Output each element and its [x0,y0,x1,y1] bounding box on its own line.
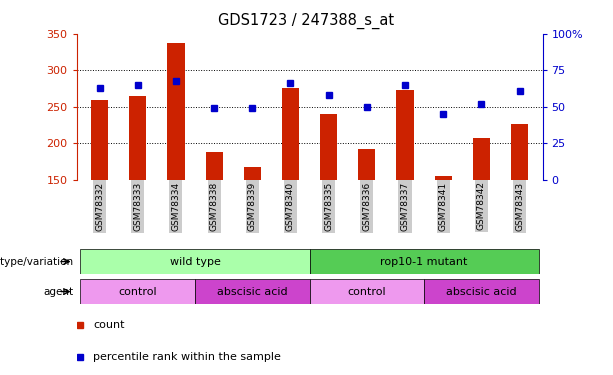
Bar [320,114,337,180]
Text: abscisic acid: abscisic acid [446,286,517,297]
Bar [310,249,539,274]
Bar [282,88,299,180]
Text: genotype/variation: genotype/variation [0,256,74,267]
Text: count: count [93,320,125,330]
Text: abscisic acid: abscisic acid [217,286,287,297]
Bar [205,152,223,180]
Bar [195,279,310,304]
Bar [424,279,539,304]
Text: rop10-1 mutant: rop10-1 mutant [381,256,468,267]
Bar [511,124,528,180]
Bar [91,100,108,180]
Text: wild type: wild type [170,256,221,267]
Bar [397,90,414,180]
Bar [80,279,195,304]
Text: control: control [118,286,157,297]
Bar [358,149,375,180]
Bar [310,279,424,304]
Bar [80,249,310,274]
Text: control: control [348,286,386,297]
Text: percentile rank within the sample: percentile rank within the sample [93,352,281,362]
Bar [244,167,261,180]
Bar [129,96,147,180]
Bar [473,138,490,180]
Text: agent: agent [44,286,74,297]
Bar [435,176,452,180]
Text: GDS1723 / 247388_s_at: GDS1723 / 247388_s_at [218,13,395,29]
Bar [167,43,185,180]
